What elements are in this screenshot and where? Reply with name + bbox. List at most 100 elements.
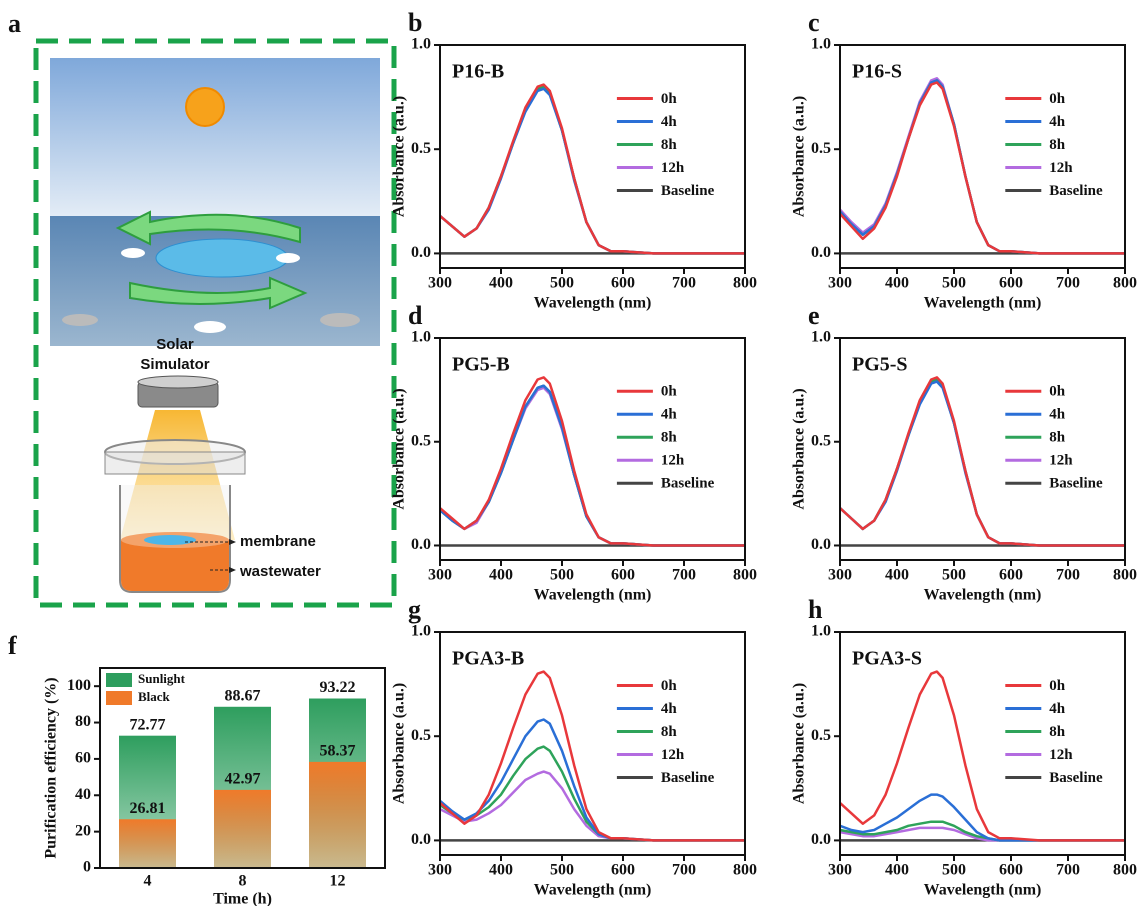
- sun: [186, 88, 224, 126]
- x-tick-label: 800: [733, 275, 757, 292]
- panel-letter: h: [808, 595, 823, 624]
- x-axis-label: Wavelength (nm): [924, 587, 1042, 604]
- x-axis-label: Wavelength (nm): [534, 587, 652, 604]
- x-tick-label: 500: [942, 567, 966, 584]
- membrane-disc: [144, 535, 196, 545]
- spectrum-line: [840, 78, 1125, 253]
- y-tick-label: 0.0: [811, 244, 831, 261]
- x-tick-label: 600: [999, 275, 1023, 292]
- bar: [309, 762, 366, 868]
- legend-label: 12h: [661, 453, 685, 469]
- x-tick-label: 700: [1056, 862, 1080, 879]
- legend-label: 0h: [661, 384, 678, 400]
- y-tick-label: 0.0: [411, 536, 431, 553]
- y-tick-label: 0.5: [411, 140, 431, 157]
- fish: [62, 314, 98, 326]
- x-tick-label: 800: [1113, 275, 1137, 292]
- x-axis-label: Wavelength (nm): [924, 295, 1042, 312]
- x-tick-label: 600: [611, 862, 635, 879]
- x-tick-label: 600: [999, 567, 1023, 584]
- panel-title: PGA3-S: [852, 648, 922, 670]
- legend-label: 0h: [1049, 384, 1066, 400]
- x-tick-label: 300: [428, 275, 452, 292]
- value-label: 72.77: [130, 716, 166, 733]
- x-tick-label: 400: [489, 567, 513, 584]
- x-axis-label: Wavelength (nm): [534, 882, 652, 899]
- panel-letter: b: [408, 8, 422, 37]
- x-tick-label: 300: [828, 862, 852, 879]
- legend-label: 8h: [1049, 430, 1066, 446]
- panel-title: PGA3-B: [452, 648, 524, 670]
- y-tick-label: 0.5: [811, 727, 831, 744]
- illustration: a Solar Simulator membrane wastewater: [8, 9, 394, 605]
- y-axis-label: Absorbance (a.u.): [391, 388, 408, 509]
- legend-label: Baseline: [661, 476, 715, 492]
- x-tick-label: 600: [611, 275, 635, 292]
- x-tick-label: 300: [828, 567, 852, 584]
- legend-label: 12h: [1049, 747, 1073, 763]
- y-axis-label: Absorbance (a.u.): [791, 96, 808, 217]
- spectrum-line: [440, 386, 745, 546]
- y-tick-label: 20: [75, 822, 91, 839]
- x-tick-label: 500: [550, 275, 574, 292]
- panel-title: PG5-S: [852, 354, 908, 376]
- x-tick-label: 600: [611, 567, 635, 584]
- legend-label: 4h: [1049, 114, 1066, 130]
- x-tick-label: 700: [672, 862, 696, 879]
- x-axis-label: Wavelength (nm): [534, 295, 652, 312]
- panel-letter: c: [808, 8, 820, 37]
- x-tick-label: 400: [489, 862, 513, 879]
- y-tick-label: 1.0: [411, 36, 431, 53]
- spectrum-line: [440, 87, 745, 254]
- value-label: 26.81: [130, 800, 166, 817]
- y-tick-label: 0.0: [411, 831, 431, 848]
- bar: [119, 819, 176, 868]
- y-tick-label: 1.0: [411, 329, 431, 346]
- membrane-label: membrane: [240, 533, 316, 550]
- y-axis-label: Absorbance (a.u.): [791, 388, 808, 509]
- x-axis-label: Time (h): [213, 891, 272, 906]
- panel-letter: d: [408, 301, 423, 330]
- legend-label: 12h: [661, 747, 685, 763]
- legend-label: 4h: [1049, 407, 1066, 423]
- x-tick-label: 12: [330, 873, 346, 890]
- legend-label: Baseline: [661, 183, 715, 199]
- x-tick-label: 800: [1113, 567, 1137, 584]
- spectrum-line: [840, 672, 1125, 841]
- x-tick-label: 300: [828, 275, 852, 292]
- spectrum-line: [440, 386, 745, 546]
- panel-title: PG5-B: [452, 354, 510, 376]
- x-tick-label: 300: [428, 862, 452, 879]
- value-label: 93.22: [320, 679, 356, 696]
- x-tick-label: 400: [489, 275, 513, 292]
- x-tick-label: 800: [1113, 862, 1137, 879]
- spectrum-line: [840, 80, 1125, 253]
- legend-label: 4h: [661, 701, 678, 717]
- x-tick-label: 300: [428, 567, 452, 584]
- legend-label: 8h: [661, 137, 678, 153]
- legend-label: Baseline: [661, 770, 715, 786]
- legend-label: 12h: [1049, 160, 1073, 176]
- legend-label: 0h: [1049, 678, 1066, 694]
- x-tick-label: 8: [239, 873, 247, 890]
- x-tick-label: 700: [672, 567, 696, 584]
- y-tick-label: 0.0: [811, 831, 831, 848]
- legend-label: Baseline: [1049, 770, 1103, 786]
- panel-letter: a: [8, 9, 21, 38]
- panel-title: P16-S: [852, 61, 902, 83]
- fish: [320, 313, 360, 327]
- x-tick-label: 800: [733, 862, 757, 879]
- y-tick-label: 0.5: [411, 432, 431, 449]
- dish-lid-rim: [105, 452, 245, 474]
- fish: [276, 253, 300, 263]
- legend-label: 8h: [661, 724, 678, 740]
- legend-label: 8h: [1049, 137, 1066, 153]
- y-tick-label: 100: [67, 677, 91, 694]
- x-tick-label: 500: [942, 862, 966, 879]
- y-axis-label: Purification efficiency (%): [43, 677, 60, 858]
- lamp-label: Simulator: [140, 356, 209, 373]
- y-tick-label: 1.0: [411, 623, 431, 640]
- spectrum-line: [840, 380, 1125, 546]
- spectrum-line: [440, 388, 745, 546]
- legend-label: Sunlight: [138, 671, 186, 686]
